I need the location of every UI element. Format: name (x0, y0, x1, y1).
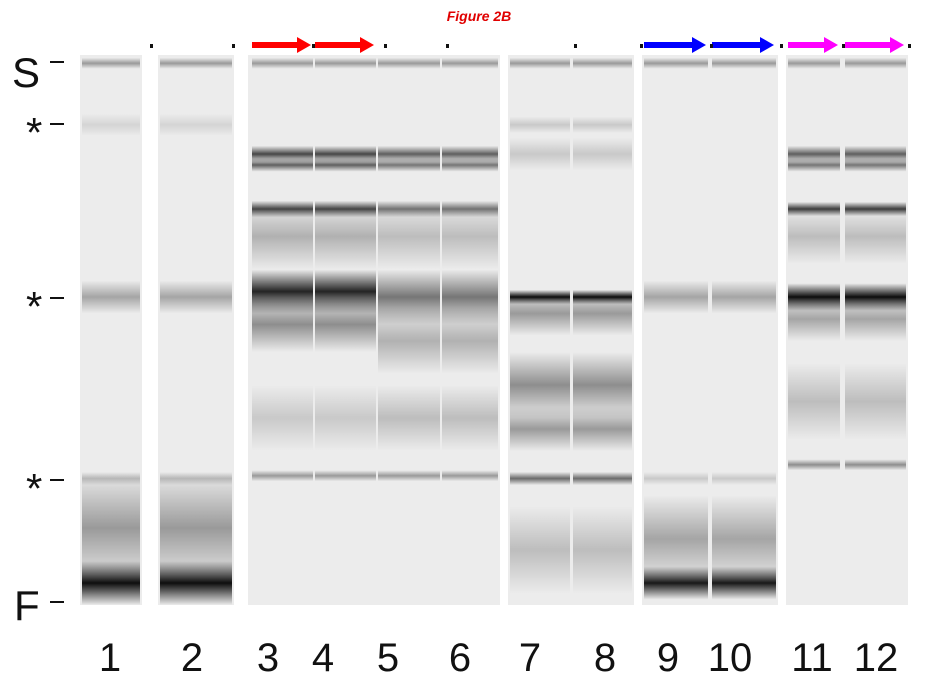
lane-number: 4 (311, 636, 335, 680)
gel-lane-5 (378, 55, 440, 605)
marker-f-label: F (14, 582, 40, 629)
lane-marker-dot (312, 44, 315, 48)
lane-arrow (788, 37, 838, 53)
gel-lane-2 (160, 55, 232, 605)
lane-arrow (845, 37, 904, 53)
lane-marker-dot (446, 44, 449, 48)
lane-marker-dot (842, 44, 845, 48)
lane-number: 5 (376, 636, 400, 680)
marker-s-label: S (12, 49, 41, 96)
lane-marker-dot (574, 44, 577, 48)
marker-star-2: * (26, 283, 43, 330)
lane-number: 8 (593, 636, 617, 680)
lane-number: 2 (180, 636, 204, 680)
lane-arrow (712, 37, 774, 53)
lane-number: 3 (256, 636, 280, 680)
figure-title: Figure 2B (446, 8, 512, 24)
lane-number: 9 (656, 636, 680, 680)
lane-marker-dot (384, 44, 387, 48)
gel-panel (642, 55, 778, 605)
marker-s-tick (50, 61, 64, 63)
lane-marker-dot (908, 44, 911, 48)
gel-lane-10 (712, 55, 776, 605)
lane-number: 11 (791, 636, 833, 680)
lane-arrow (315, 37, 374, 53)
lane-marker-dot (710, 44, 713, 48)
lane-marker-dot (780, 44, 783, 48)
gel-lane-9 (644, 55, 708, 605)
gel-panel (786, 55, 908, 605)
lane-number: 12 (853, 636, 899, 680)
lane-number: 7 (518, 636, 542, 680)
lane-arrow (252, 37, 311, 53)
gel-lane-7 (510, 55, 570, 605)
gel-lane-1 (82, 55, 140, 605)
lane-marker-dot (150, 44, 153, 48)
lane-arrow (644, 37, 706, 53)
lane-number: 10 (707, 636, 753, 680)
gel-panel (158, 55, 234, 605)
gel-lane-12 (845, 55, 906, 605)
gel-lane-8 (573, 55, 632, 605)
gel-lane-11 (788, 55, 840, 605)
lane-marker-dot (232, 44, 235, 48)
gel-lane-6 (442, 55, 498, 605)
gel-panel (248, 55, 500, 605)
marker-star-3: * (26, 465, 43, 512)
marker-star-3-tick (50, 479, 64, 481)
marker-star-1: * (26, 109, 43, 156)
marker-star-1-tick (50, 123, 64, 125)
gel-panel (80, 55, 142, 605)
lane-number: 6 (448, 636, 472, 680)
marker-star-2-tick (50, 297, 64, 299)
gel-lane-4 (315, 55, 376, 605)
lane-number: 1 (98, 636, 122, 680)
marker-f-tick (50, 601, 64, 603)
gel-lane-3 (252, 55, 313, 605)
lane-marker-dot (640, 44, 643, 48)
gel-panel (508, 55, 634, 605)
